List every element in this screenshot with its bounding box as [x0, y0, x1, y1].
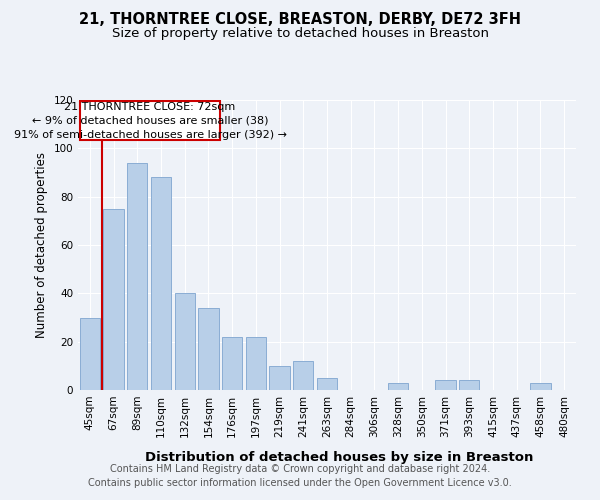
- Bar: [293, 361, 313, 390]
- Bar: [199, 308, 218, 390]
- Bar: [269, 366, 290, 390]
- Bar: [246, 337, 266, 390]
- Y-axis label: Number of detached properties: Number of detached properties: [35, 152, 48, 338]
- Bar: [317, 378, 337, 390]
- Text: Contains HM Land Registry data © Crown copyright and database right 2024.
Contai: Contains HM Land Registry data © Crown c…: [88, 464, 512, 487]
- Bar: [388, 383, 408, 390]
- Text: 21 THORNTREE CLOSE: 72sqm
← 9% of detached houses are smaller (38)
91% of semi-d: 21 THORNTREE CLOSE: 72sqm ← 9% of detach…: [14, 102, 287, 140]
- FancyBboxPatch shape: [80, 101, 220, 140]
- Text: 21, THORNTREE CLOSE, BREASTON, DERBY, DE72 3FH: 21, THORNTREE CLOSE, BREASTON, DERBY, DE…: [79, 12, 521, 28]
- Bar: [459, 380, 479, 390]
- Bar: [80, 318, 100, 390]
- Bar: [222, 337, 242, 390]
- Bar: [175, 294, 195, 390]
- Bar: [127, 163, 148, 390]
- Bar: [151, 178, 171, 390]
- Bar: [530, 383, 551, 390]
- Bar: [103, 209, 124, 390]
- Text: Distribution of detached houses by size in Breaston: Distribution of detached houses by size …: [145, 451, 533, 464]
- Bar: [436, 380, 455, 390]
- Text: Size of property relative to detached houses in Breaston: Size of property relative to detached ho…: [112, 28, 488, 40]
